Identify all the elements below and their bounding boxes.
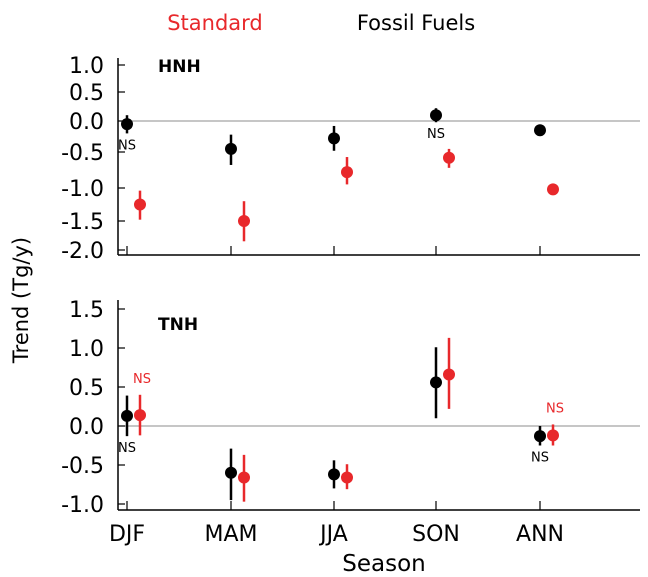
data-point <box>430 109 442 122</box>
data-point <box>534 430 546 443</box>
chart-panels: 1.00.50.0-0.5-1.0-1.5-2.0HNHNSNS1.51.00.… <box>61 54 640 547</box>
data-point <box>341 471 353 484</box>
data-point <box>225 142 237 155</box>
panel-hnh: 1.00.5 0.0 -0.5 -1.0 -1.5 -2.0 HNH NS NS <box>61 54 640 264</box>
y-tick-label: -0.5 <box>61 454 104 479</box>
legend-fossil-fuels: Fossil Fuels <box>357 11 475 35</box>
y-tick-label: 1.5 <box>69 298 104 323</box>
data-point <box>328 132 340 145</box>
y-tick-label: 0.5 <box>69 81 104 106</box>
data-point <box>341 166 353 179</box>
data-point <box>225 466 237 479</box>
ns-annotation: NS <box>427 127 445 142</box>
x-tick-label: MAM <box>204 522 257 547</box>
x-tick-label: JJA <box>318 522 348 547</box>
data-point <box>134 409 146 422</box>
y-tick-label: 0.5 <box>69 376 104 401</box>
data-point <box>430 376 442 389</box>
data-point <box>121 409 133 422</box>
y-tick-label: -1.0 <box>61 177 104 202</box>
ns-annotation: NS <box>133 372 151 387</box>
data-point <box>134 198 146 211</box>
y-tick-label: 0.0 <box>69 415 104 440</box>
x-tick-label: DJF <box>109 522 145 547</box>
y-tick-label: 1.0 <box>69 54 104 79</box>
data-point <box>238 215 250 227</box>
ns-annotation: NS <box>118 138 136 153</box>
data-point <box>534 124 546 137</box>
legend-standard: Standard <box>167 11 263 35</box>
y-axis-label: Trend (Tg/y) <box>9 237 33 364</box>
data-point <box>121 118 133 131</box>
panel-title: TNH <box>158 315 198 335</box>
data-point <box>443 151 455 164</box>
y-tick-label: -1.5 <box>61 210 104 235</box>
x-axis-label: Season <box>342 551 425 577</box>
ns-annotation: NS <box>531 451 549 466</box>
y-tick-label: -2.0 <box>61 239 104 264</box>
y-tick-label: -0.5 <box>61 141 104 166</box>
panel-tnh: 1.5 1.0 0.5 0.0 -0.5 -1.0 TNH NS NS NS NS <box>61 298 640 518</box>
y-tick-label: 0.0 <box>69 110 104 135</box>
panel-title: HNH <box>158 57 201 77</box>
data-point <box>443 368 455 381</box>
x-tick-label: ANN <box>516 522 564 547</box>
y-tick-label: 1.0 <box>69 337 104 362</box>
data-point <box>328 468 340 481</box>
y-tick-label: -1.0 <box>61 493 104 518</box>
data-point <box>547 183 559 196</box>
data-point <box>238 471 250 484</box>
ns-annotation: NS <box>118 441 136 456</box>
x-tick-label: SON <box>412 522 460 547</box>
ns-annotation: NS <box>546 401 564 416</box>
data-point <box>547 429 559 442</box>
